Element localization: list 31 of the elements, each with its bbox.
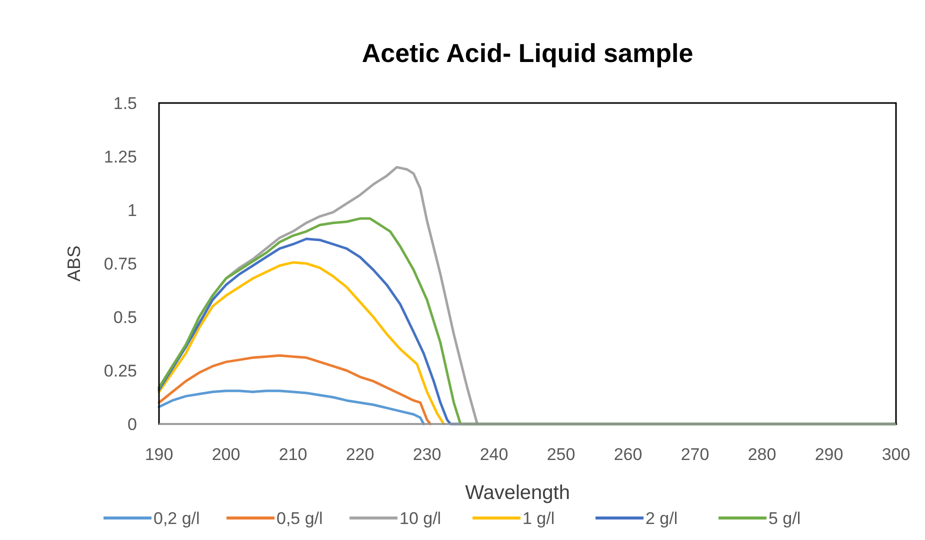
x-tick-label: 250 bbox=[546, 445, 576, 464]
y-tick-label: 1.25 bbox=[104, 148, 137, 166]
x-tick-label: 220 bbox=[346, 445, 374, 464]
legend-label: 1 g/l bbox=[522, 509, 555, 528]
x-tick-label: 190 bbox=[144, 445, 174, 464]
x-tick-label: 300 bbox=[882, 445, 910, 464]
y-tick-label: 0.5 bbox=[113, 308, 137, 327]
x-tick-label: 260 bbox=[614, 445, 642, 464]
y-tick-label: 0 bbox=[128, 415, 137, 434]
y-tick-label: 0.25 bbox=[104, 362, 137, 380]
line-series bbox=[158, 261, 445, 426]
y-tick-label: 1.5 bbox=[113, 94, 137, 113]
x-tick-label: 290 bbox=[814, 445, 844, 464]
y-axis-title: ABS bbox=[64, 245, 84, 282]
line-series bbox=[158, 354, 432, 426]
x-tick-label: 230 bbox=[412, 445, 442, 464]
x-tick-label: 270 bbox=[680, 445, 710, 464]
x-axis-title: Wavelength bbox=[465, 482, 570, 504]
legend-label: 0,2 g/l bbox=[154, 509, 200, 528]
x-tick-label: 200 bbox=[212, 445, 240, 464]
line-series bbox=[158, 390, 425, 426]
x-tick-label: 280 bbox=[748, 445, 776, 464]
legend-label: 10 g/l bbox=[400, 509, 442, 528]
x-tick-label: 210 bbox=[278, 445, 308, 464]
x-tick-label: 240 bbox=[480, 445, 508, 464]
chart-title: Acetic Acid- Liquid sample bbox=[362, 38, 694, 68]
y-tick-label: 1 bbox=[128, 201, 137, 220]
legend-label: 5 g/l bbox=[768, 509, 801, 528]
legend-label: 2 g/l bbox=[646, 509, 678, 528]
legend-label: 0,5 g/l bbox=[276, 509, 323, 528]
y-tick-label: 0.75 bbox=[104, 254, 137, 274]
